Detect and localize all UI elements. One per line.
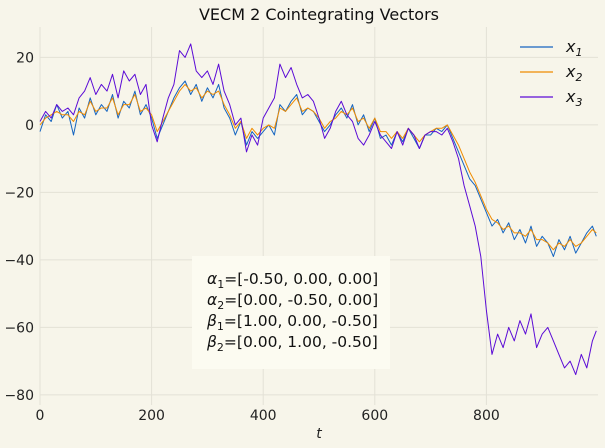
annotation-line: β2=[0.00, 1.00, -0.50] — [206, 333, 378, 354]
series-line-x3 — [39, 43, 597, 376]
annotation-background — [192, 256, 390, 369]
x-tick-label: 400 — [250, 408, 277, 424]
y-tick-label: 20 — [16, 50, 34, 66]
annotation-line: α2=[0.00, -0.50, 0.00] — [207, 291, 378, 312]
y-tick-label: −80 — [4, 388, 34, 404]
y-tick-label: −20 — [4, 185, 34, 201]
y-tick-label: −40 — [4, 253, 34, 269]
y-tick-label: −60 — [4, 320, 34, 336]
chart-title: VECM 2 Cointegrating Vectors — [199, 5, 439, 24]
annotation-box: α1=[-0.50, 0.00, 0.00]α2=[0.00, -0.50, 0… — [192, 256, 390, 369]
x-tick-label: 800 — [473, 408, 500, 424]
annotation-line: β1=[1.00, 0.00, -0.50] — [206, 312, 378, 333]
x-tick-label: 600 — [361, 408, 388, 424]
legend-label-x2: x2 — [565, 62, 582, 84]
legend: x1 x2 x3 — [520, 37, 582, 109]
series-layer — [39, 43, 597, 376]
legend-label-x1: x1 — [565, 37, 582, 59]
x-tick-label: 200 — [138, 408, 165, 424]
series-line-x1 — [39, 80, 597, 257]
annotation-line: α1=[-0.50, 0.00, 0.00] — [207, 270, 378, 291]
x-tick-label: 0 — [36, 408, 45, 424]
x-axis-label: t — [316, 426, 322, 442]
legend-label-x3: x3 — [565, 87, 582, 109]
y-tick-label: 0 — [25, 118, 34, 134]
